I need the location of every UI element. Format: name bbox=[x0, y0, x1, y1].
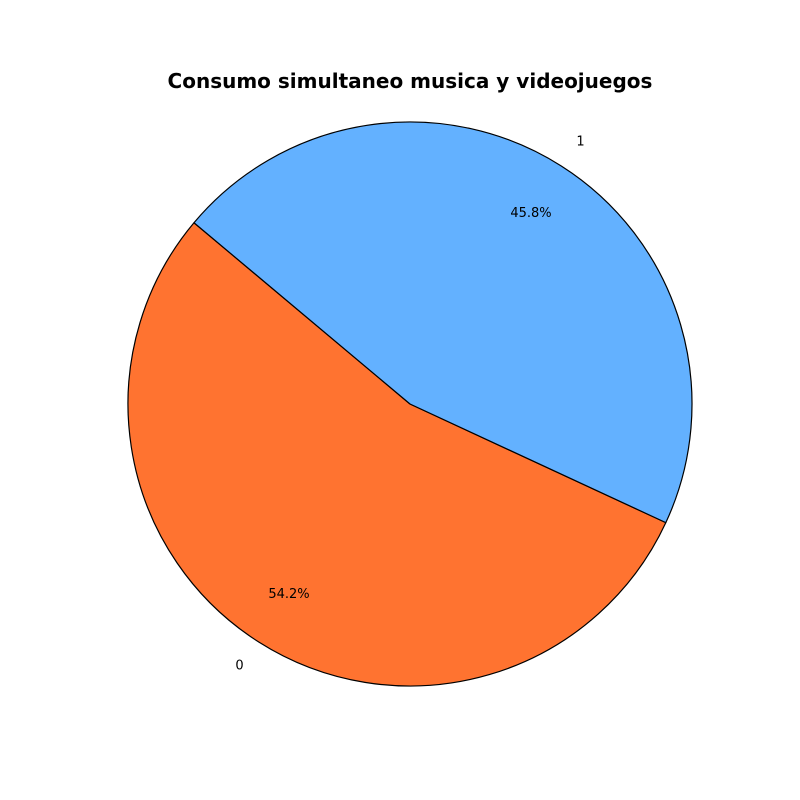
pie-slices bbox=[127, 121, 693, 687]
pie-slice-1 bbox=[193, 121, 693, 524]
pie-slice-0 bbox=[127, 222, 667, 687]
pie-percent-label-1: 45.8% bbox=[510, 206, 551, 221]
pie-category-label-0: 0 bbox=[235, 658, 243, 673]
pie-labels: 54.2% 0 45.8% 1 bbox=[235, 135, 584, 674]
pie-category-label-1: 1 bbox=[576, 135, 584, 150]
pie-percent-label-0: 54.2% bbox=[268, 587, 309, 602]
chart-title: Consumo simultaneo musica y videojuegos bbox=[168, 69, 653, 93]
